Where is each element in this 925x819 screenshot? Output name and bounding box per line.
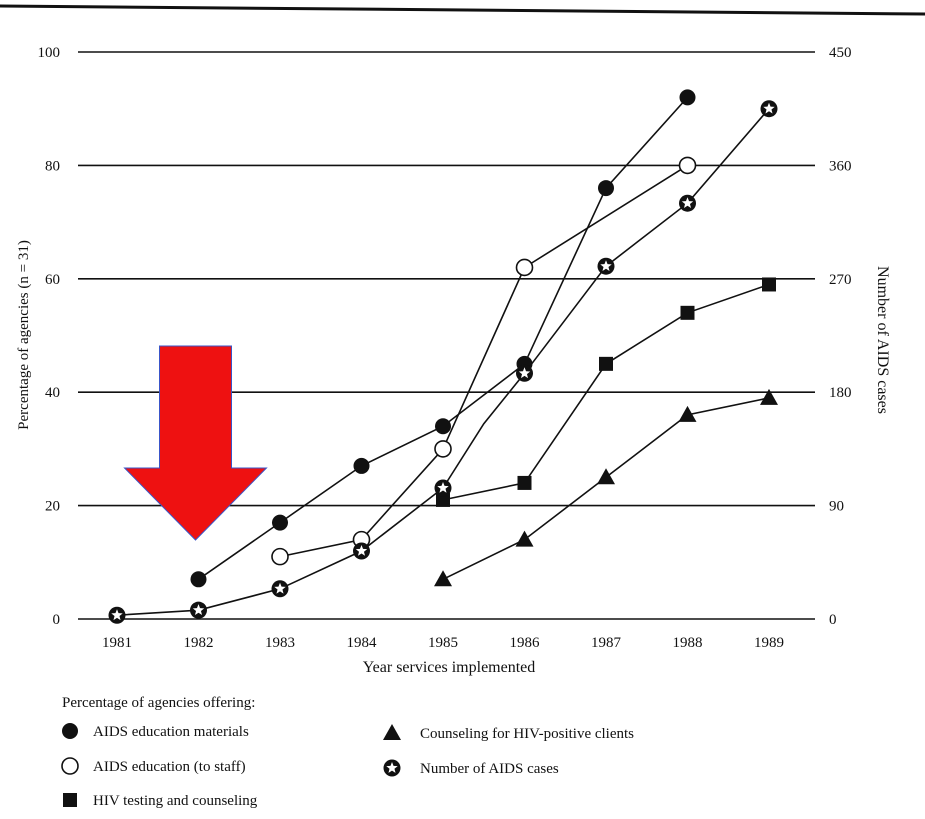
data-point-aids-education-to-staff-1985: [434, 440, 452, 458]
y-right-tick-360: 360: [829, 158, 852, 174]
y-right-tick-90: 90: [829, 499, 844, 515]
data-point-number-of-aids-cases-1988: [679, 194, 696, 212]
legend-marker-counseling-for-hiv-positive-clients: [383, 724, 401, 740]
series-line-number-of-aids-cases: [116, 108, 770, 616]
x-tick-1988: 1988: [673, 635, 703, 651]
legend-marker-hiv-testing-and-counseling: [63, 793, 77, 807]
data-point-aids-education-to-staff-1988: [678, 156, 697, 175]
data-point-number-of-aids-cases-1986: [516, 364, 533, 382]
data-point-number-of-aids-cases-1982: [190, 601, 207, 619]
series-line-counseling-for-hiv-positive-clients: [442, 397, 770, 581]
annotation-layer: [123, 345, 268, 541]
x-tick-1984: 1984: [347, 635, 378, 651]
y-axis-label-left: Percentage of agencies (n = 31): [16, 240, 32, 430]
data-point-aids-education-to-staff-1983: [271, 547, 289, 566]
data-point-aids-education-materials-1988: [679, 89, 696, 106]
legend-label-counseling-for-hiv-positive-clients: Counseling for HIV-positive clients: [420, 726, 634, 742]
data-point-aids-education-to-staff-1986: [515, 258, 534, 277]
legend-marker-aids-education-to-staff: [61, 757, 79, 775]
data-point-counseling-for-hiv-positive-clients-1988: [678, 405, 697, 422]
data-point-counseling-for-hiv-positive-clients-1989: [760, 388, 778, 405]
x-tick-1983: 1983: [265, 635, 295, 651]
legend-label-aids-education-to-staff: AIDS education (to staff): [93, 759, 246, 775]
y-right-tick-450: 450: [829, 45, 852, 61]
legend-marker-aids-education-materials: [62, 723, 78, 739]
y-right-tick-180: 180: [829, 385, 852, 401]
data-point-aids-education-materials-1984: [353, 457, 370, 474]
data-point-hiv-testing-and-counseling-1985: [436, 492, 450, 507]
x-tick-1989: 1989: [754, 635, 784, 651]
series-aids-education-to-staff: [271, 156, 697, 566]
data-point-counseling-for-hiv-positive-clients-1986: [515, 530, 534, 547]
data-point-hiv-testing-and-counseling-1989: [762, 277, 776, 292]
series-line-aids-education-materials: [198, 96, 689, 580]
data-point-number-of-aids-cases-1987: [597, 257, 615, 275]
legend-title: Percentage of agencies offering:: [62, 695, 255, 711]
data-point-hiv-testing-and-counseling-1987: [599, 356, 613, 371]
y-left-tick-60: 60: [45, 272, 60, 288]
series-layer: [108, 89, 778, 624]
y-left-tick-40: 40: [45, 385, 60, 401]
x-tick-1987: 1987: [591, 635, 622, 651]
y-right-tick-0: 0: [829, 612, 837, 628]
y-left-tick-80: 80: [45, 158, 60, 174]
series-hiv-testing-and-counseling: [436, 277, 776, 507]
data-point-number-of-aids-cases-1983: [271, 580, 289, 598]
x-tick-1986: 1986: [510, 635, 541, 651]
data-point-aids-education-materials-1983: [272, 514, 288, 531]
legend-item-counseling-for-hiv-positive-clients: Counseling for HIV-positive clients: [383, 724, 634, 742]
y-left-tick-20: 20: [45, 499, 60, 515]
legend-marker-number-of-aids-cases: [383, 759, 401, 777]
legend-item-hiv-testing-and-counseling: HIV testing and counseling: [63, 793, 258, 809]
legend-item-aids-education-to-staff: AIDS education (to staff): [61, 757, 246, 775]
top-rule: [0, 4, 925, 16]
y-axis-label-right: Number of AIDS cases: [874, 266, 891, 414]
data-point-number-of-aids-cases-1981: [108, 606, 126, 624]
data-point-hiv-testing-and-counseling-1986: [517, 475, 532, 490]
axis-ticks: 0 0 20 90 40 180 60 270 80 360 100 450 1981 1982 1983 1…: [38, 45, 852, 651]
series-aids-education-materials: [190, 89, 696, 588]
data-point-hiv-testing-and-counseling-1988: [680, 305, 695, 320]
data-point-aids-education-materials-1987: [598, 180, 614, 197]
series-counseling-for-hiv-positive-clients: [434, 388, 778, 587]
data-point-counseling-for-hiv-positive-clients-1985: [434, 570, 452, 587]
legend-item-number-of-aids-cases: Number of AIDS cases: [383, 759, 559, 777]
legend-label-hiv-testing-and-counseling: HIV testing and counseling: [93, 793, 258, 809]
y-right-tick-270: 270: [829, 272, 852, 288]
legend-items: AIDS education materials AIDS education (…: [61, 723, 634, 809]
x-tick-1981: 1981: [102, 635, 132, 651]
series-number-of-aids-cases: [108, 100, 778, 624]
data-point-number-of-aids-cases-1985: [434, 479, 452, 497]
legend-label-aids-education-materials: AIDS education materials: [93, 724, 249, 740]
x-tick-1982: 1982: [184, 635, 214, 651]
legend: Percentage of agencies offering: AIDS ed…: [61, 695, 634, 809]
legend-label-number-of-aids-cases: Number of AIDS cases: [420, 761, 559, 777]
data-point-number-of-aids-cases-1984: [353, 542, 370, 560]
data-point-aids-education-materials-1982: [190, 571, 207, 588]
y-left-tick-100: 100: [38, 45, 61, 61]
data-point-number-of-aids-cases-1989: [760, 100, 778, 118]
data-point-aids-education-materials-1985: [435, 418, 451, 435]
legend-item-aids-education-materials: AIDS education materials: [62, 723, 249, 740]
data-point-counseling-for-hiv-positive-clients-1987: [597, 468, 615, 485]
red-arrow-annotation: [123, 345, 268, 541]
x-tick-1985: 1985: [428, 635, 458, 651]
x-axis-label: Year services implemented: [363, 659, 536, 676]
y-left-tick-0: 0: [53, 612, 61, 628]
grid-lines: [78, 51, 815, 620]
series-line-aids-education-to-staff: [279, 164, 688, 558]
